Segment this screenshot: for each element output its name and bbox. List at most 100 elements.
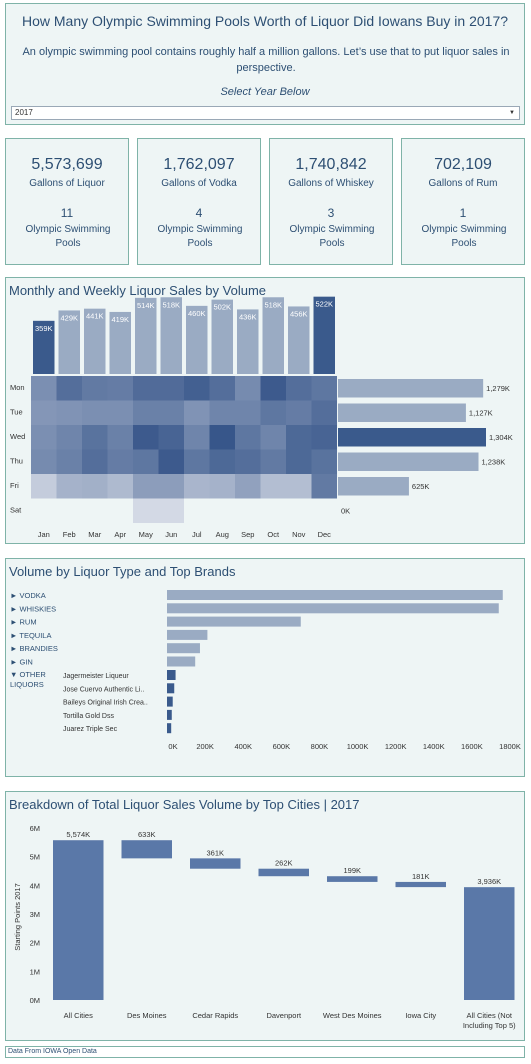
city-label: West Des Moines — [323, 1011, 382, 1020]
monthly-bar — [237, 309, 259, 374]
heatmap-cell — [82, 376, 108, 401]
heatmap-cell — [158, 376, 184, 401]
kpi-label: Gallons of Rum — [428, 178, 498, 189]
monthly-bar-label: 514K — [137, 301, 155, 310]
kpi-value: 1,762,097 — [163, 156, 235, 173]
city-bar-label: 199K — [343, 866, 361, 875]
y-tick-label: 4M — [30, 881, 40, 890]
city-bar — [464, 887, 515, 1000]
monthly-bar — [109, 311, 131, 374]
heatmap-cell — [209, 498, 235, 523]
heatmap-cell — [133, 498, 159, 523]
city-label: All Cities — [64, 1011, 93, 1020]
monthly-bar — [33, 320, 55, 374]
city-label: Cedar Rapids — [192, 1011, 238, 1020]
other-liquors-label: LIQUORS — [10, 680, 44, 689]
heatmap-cell — [286, 400, 312, 425]
heatmap-cell — [311, 474, 337, 499]
y-tick-label: 1M — [30, 967, 40, 976]
liquor-type-bar — [167, 629, 208, 640]
heatmap-cell — [311, 425, 337, 450]
city-bar — [121, 840, 172, 859]
day-bar-label: 0K — [341, 507, 350, 516]
heatmap-cell — [184, 400, 210, 425]
liquor-type-bar — [167, 656, 196, 667]
heatmap-cell — [82, 425, 108, 450]
year-select-label: Select Year Below — [220, 86, 310, 98]
city-label: Iowa City — [405, 1011, 436, 1020]
heatmap-cell — [235, 376, 261, 401]
kpi-card-liquor: 5,573,699 Gallons of Liquor 11 Olympic S… — [5, 138, 129, 265]
heatmap-cell — [209, 449, 235, 474]
x-tick-label: 1800K — [499, 742, 521, 751]
city-bar — [258, 868, 309, 877]
year-select-value: 2017 — [15, 108, 33, 117]
liquor-type-label: ► GIN — [10, 658, 33, 667]
x-tick-label: 1600K — [461, 742, 483, 751]
y-tick-label: 0M — [30, 996, 40, 1005]
brand-bar — [167, 670, 176, 680]
day-label: Thu — [10, 457, 23, 466]
month-label: Sep — [241, 530, 254, 539]
y-tick-label: 2M — [30, 939, 40, 948]
kpi-card-rum: 702,109 Gallons of Rum 1 Olympic Swimmin… — [401, 138, 525, 265]
liquor-type-label: ► WHISKIES — [10, 604, 56, 613]
kpi-pools-label: Olympic Swimming Pools — [157, 224, 243, 249]
y-tick-label: 3M — [30, 910, 40, 919]
heatmap-cell — [260, 498, 286, 523]
heatmap-cell — [107, 474, 133, 499]
heatmap-cell — [260, 474, 286, 499]
liquor-type-bar — [167, 643, 200, 654]
liquor-type-bar — [167, 603, 499, 614]
city-bar — [190, 858, 241, 869]
liquor-type-label: ► VODKA — [10, 591, 46, 600]
heatmap-cell — [158, 449, 184, 474]
brand-label: Jose Cuervo Authentic Li.. — [63, 686, 144, 693]
liquor-type-label: ► TEQUILA — [10, 631, 51, 640]
monthly-bar-label: 460K — [188, 309, 206, 318]
kpi-value: 702,109 — [434, 156, 492, 173]
heatmap-cell — [286, 376, 312, 401]
city-bar-label: 181K — [412, 872, 430, 881]
heatmap-cell — [235, 498, 261, 523]
brand-bar — [167, 709, 172, 720]
brand-label: Juarez Triple Sec — [63, 726, 118, 733]
brand-label: Jagermeister Liqueur — [63, 673, 129, 680]
brand-bar — [167, 683, 175, 694]
heatmap-cell — [107, 376, 133, 401]
day-bar-label: 1,279K — [486, 384, 510, 393]
heatmap-cell — [209, 400, 235, 425]
heatmap-cell — [56, 425, 82, 450]
heatmap-cell — [286, 498, 312, 523]
day-bar-label: 1,304K — [489, 433, 513, 442]
day-bar — [338, 428, 486, 447]
month-label: Jun — [165, 530, 177, 539]
x-tick-label: 400K — [234, 742, 252, 751]
month-label: Nov — [292, 530, 306, 539]
heatmap-cell — [31, 449, 57, 474]
heatmap-cell — [311, 376, 337, 401]
month-label: Apr — [114, 530, 126, 539]
monthly-bar-label: 441K — [86, 312, 104, 321]
day-bar — [338, 403, 466, 422]
year-select[interactable]: 2017 ▼ — [11, 106, 520, 120]
heatmap-cell — [184, 425, 210, 450]
heatmap-cell — [107, 449, 133, 474]
day-bar — [338, 379, 484, 398]
city-bar-label: 633K — [138, 830, 156, 839]
heatmap-cell — [31, 376, 57, 401]
heatmap-cell — [56, 449, 82, 474]
y-tick-label: 6M — [30, 824, 40, 833]
header-panel: How Many Olympic Swimming Pools Worth of… — [5, 3, 525, 125]
brand-label: Tortilla Gold Dss — [63, 713, 114, 720]
monthly-bar — [160, 297, 182, 374]
x-tick-label: 600K — [273, 742, 291, 751]
x-tick-label: 0K — [168, 742, 177, 751]
heatmap-cell — [133, 400, 159, 425]
day-label: Fri — [10, 481, 19, 490]
cities-title: Breakdown of Total Liquor Sales Volume b… — [9, 797, 360, 812]
city-label: All Cities (Not — [467, 1011, 513, 1020]
day-label: Sat — [10, 506, 22, 515]
city-bar — [327, 876, 378, 882]
monthly-bar — [262, 297, 284, 374]
